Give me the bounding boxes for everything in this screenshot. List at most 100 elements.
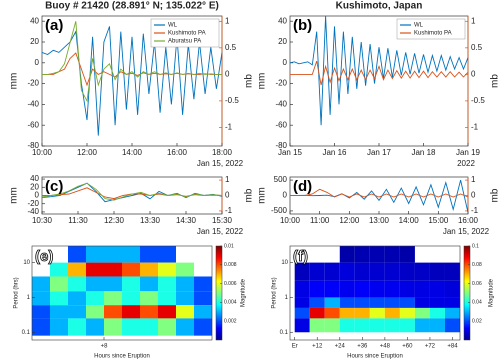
legend-box bbox=[396, 18, 466, 40]
y-tick-label: 0 bbox=[35, 58, 40, 67]
heat-cell bbox=[294, 318, 310, 333]
y2-tick-label: -0.5 bbox=[225, 96, 239, 105]
heat-cell bbox=[399, 280, 415, 298]
heat-cell bbox=[354, 318, 370, 333]
heat-cell bbox=[444, 307, 460, 319]
heat-cell bbox=[32, 276, 50, 292]
heat-cell bbox=[384, 297, 400, 308]
heat-cell bbox=[324, 262, 340, 281]
heat-cell bbox=[384, 246, 400, 263]
y-tick-label: -60 bbox=[275, 120, 287, 129]
series-line bbox=[41, 26, 223, 136]
colorbar-tick-label: 0.006 bbox=[224, 281, 237, 287]
y-tick-label: 0.1 bbox=[280, 330, 289, 336]
x-tick-label: +72 bbox=[425, 344, 436, 350]
heat-cell bbox=[86, 262, 104, 277]
heat-cell bbox=[369, 246, 385, 263]
heat-cell bbox=[399, 307, 415, 319]
chart-title: Kushimoto, Japan bbox=[336, 1, 423, 12]
y-tick-label: -20 bbox=[27, 199, 39, 208]
colorbar-label: Magnitude bbox=[489, 278, 495, 307]
heatmap-panel: 10 1 0.1 Er +12 +24 +36 +48 +60 +72 +84 0.02 0.04 0.0… bbox=[272, 243, 495, 359]
heat-cell bbox=[68, 318, 86, 336]
y-tick-label: -80 bbox=[27, 141, 39, 150]
heat-cell bbox=[339, 318, 355, 333]
heat-cell bbox=[176, 291, 194, 306]
heat-cell bbox=[339, 262, 355, 281]
y2-tick-label: 0.5 bbox=[225, 43, 237, 52]
heat-cell bbox=[104, 246, 122, 263]
y2-axis-label: mb bbox=[244, 188, 255, 202]
heat-cell bbox=[384, 318, 400, 333]
y2-tick-label: -0.5 bbox=[471, 96, 485, 105]
heat-cell bbox=[86, 318, 104, 336]
heat-cell bbox=[399, 262, 415, 281]
y2-tick-label: 1 bbox=[471, 175, 476, 184]
plot-frame bbox=[289, 245, 461, 341]
series-line bbox=[290, 60, 469, 86]
y-tick-label: 40 bbox=[30, 16, 39, 25]
heat-cell bbox=[122, 276, 140, 292]
x-tick-label: Jan 15 bbox=[278, 148, 303, 157]
y2-tick-label: -1 bbox=[471, 123, 479, 132]
x-tick-label: 12:30 bbox=[104, 216, 125, 225]
heat-cell bbox=[369, 262, 385, 281]
y2-tick-label: 0.5 bbox=[471, 43, 483, 52]
y2-tick-label: 0 bbox=[225, 69, 230, 78]
colorbar-tick-label: 0.1 bbox=[472, 243, 479, 249]
heat-cell bbox=[140, 318, 158, 336]
series-line bbox=[41, 182, 223, 201]
series-line bbox=[289, 15, 469, 126]
heat-cell bbox=[339, 307, 355, 319]
y-axis-label: Period (hrs) bbox=[14, 277, 20, 308]
heat-cell bbox=[399, 246, 415, 263]
heat-cell bbox=[429, 297, 445, 308]
heat-cell bbox=[354, 246, 370, 263]
heat-cell bbox=[294, 280, 310, 298]
heat-cell bbox=[140, 246, 158, 263]
y2-tick-label: 1 bbox=[225, 175, 230, 184]
y-tick-label: 0 bbox=[283, 191, 288, 200]
colorbar-label: Magnitude bbox=[241, 278, 247, 307]
heat-cell bbox=[104, 291, 122, 306]
x-tick-label: 16:00 bbox=[167, 148, 188, 157]
y2-tick-label: 0 bbox=[471, 191, 476, 200]
heat-cell bbox=[68, 262, 86, 277]
x-tick-label: 10:00 bbox=[280, 216, 301, 225]
y-tick-label: 40 bbox=[30, 174, 39, 183]
y-tick-label: -500 bbox=[271, 206, 288, 215]
heat-cell bbox=[122, 318, 140, 336]
y2-axis-label: mb bbox=[490, 188, 500, 202]
series-line bbox=[290, 188, 469, 198]
x-tick-label: +60 bbox=[402, 344, 413, 350]
heat-cell bbox=[414, 297, 430, 308]
x-tick-label: 13:00 bbox=[369, 216, 390, 225]
y-tick-label: 0 bbox=[283, 58, 288, 67]
colorbar-tick-label: 0.04 bbox=[472, 300, 482, 306]
x-axis-label: Hours since Eruption bbox=[347, 354, 403, 360]
heat-cell bbox=[104, 305, 122, 319]
line-panel: 40 20 0 -20 -40 -60 -80 1 0.5 0 -0.5 -1 10:00 12:00 14… bbox=[9, 1, 255, 168]
x-tick-label: 11:30 bbox=[68, 216, 88, 225]
y-tick-label: 500 bbox=[274, 175, 288, 184]
y2-tick-label: 0 bbox=[471, 69, 476, 78]
heat-cell bbox=[50, 291, 68, 306]
heat-cell bbox=[32, 305, 50, 319]
line-panel: 40 20 0 -20 -40 -60 -80 1 0.5 0 -0.5 -1 Jan 15 Jan 16… bbox=[257, 1, 500, 168]
heat-cell bbox=[50, 318, 68, 336]
y-tick-label: 20 bbox=[278, 37, 287, 46]
y-tick-label: -40 bbox=[275, 100, 287, 109]
heat-cell bbox=[354, 297, 370, 308]
panel-label: (a) bbox=[45, 17, 63, 34]
heat-cell bbox=[194, 318, 212, 336]
x-tick-label: +8 bbox=[101, 344, 109, 350]
heat-cell bbox=[369, 307, 385, 319]
heat-cell bbox=[444, 280, 460, 298]
heat-cell bbox=[429, 280, 445, 298]
series-line bbox=[42, 21, 222, 103]
heat-cell bbox=[176, 262, 194, 277]
y-tick-label: 1 bbox=[27, 295, 31, 301]
heat-cell bbox=[68, 291, 86, 306]
x-tick-label: 16:00 bbox=[458, 216, 479, 225]
